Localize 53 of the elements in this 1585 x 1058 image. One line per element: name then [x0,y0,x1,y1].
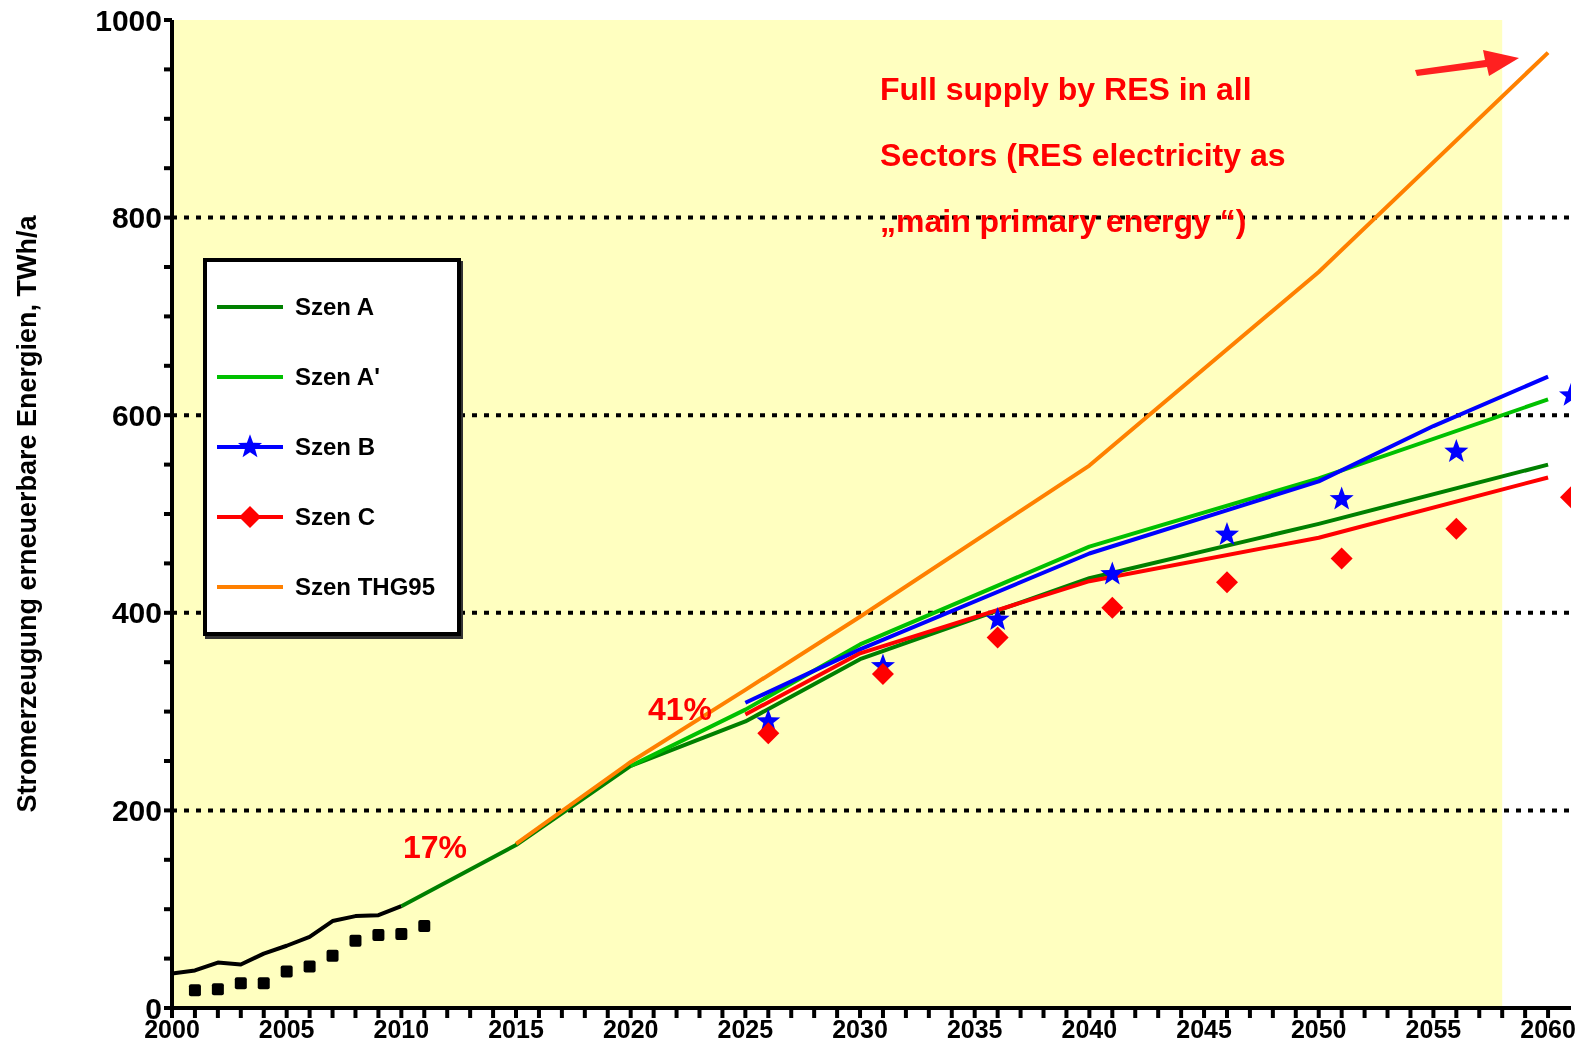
x-tick-label: 2015 [488,1014,544,1043]
annotation: Full supply by RES in all Sectors (RES electricity as „main primary energy “) [880,70,1287,241]
point [1445,517,1468,540]
annotation: 17% [403,828,469,867]
x-tick-label: 2010 [373,1014,430,1043]
point [395,927,408,940]
legend-label: Szen A' [295,363,380,391]
point [1330,547,1353,570]
point [1100,561,1125,585]
point [211,983,224,996]
legend-label: Szen A [295,293,375,321]
point [871,663,894,686]
point [234,977,247,990]
y-axis-title: Stromerzeugung erneuerbare Energien, TWh/a [11,214,42,813]
x-tick-label: 2030 [832,1014,888,1043]
point [326,949,339,962]
point [349,934,362,947]
line-series [743,475,1551,717]
annotation: 41% [648,690,714,729]
legend-label: Szen THG95 [295,573,436,601]
point [1444,439,1469,462]
point [757,722,780,745]
legend-label: Szen C [295,503,376,531]
point [280,965,293,978]
y-tick-label: 400 [111,596,162,630]
y-tick-label: 200 [111,794,162,828]
point [985,607,1010,630]
x-tick-label: 2020 [602,1014,659,1043]
point [418,920,431,932]
x-tick-label: 2040 [1061,1014,1118,1043]
point [372,928,385,941]
y-tick-label: 800 [111,201,162,235]
line-series [628,397,1551,768]
x-tick-label: 2005 [258,1014,315,1043]
x-tick-label: 2050 [1290,1014,1347,1043]
x-tick-label: 2055 [1405,1014,1462,1043]
x-tick-label: 2045 [1176,1014,1232,1043]
point [1329,486,1354,510]
line-series [743,374,1551,705]
point [1101,596,1124,619]
legend-label: Szen B [295,433,376,461]
y-tick-label: 1000 [95,3,162,37]
x-tick-label: 2035 [946,1014,1003,1043]
point [257,977,270,990]
line-series [514,50,1551,846]
y-tick-label: 600 [111,398,162,432]
x-tick-label: 2060 [1520,1014,1576,1043]
point [188,984,201,997]
point [1214,522,1240,545]
point [303,960,316,973]
point [986,626,1009,649]
x-tick-label: 2025 [717,1014,774,1043]
point [1215,571,1238,594]
